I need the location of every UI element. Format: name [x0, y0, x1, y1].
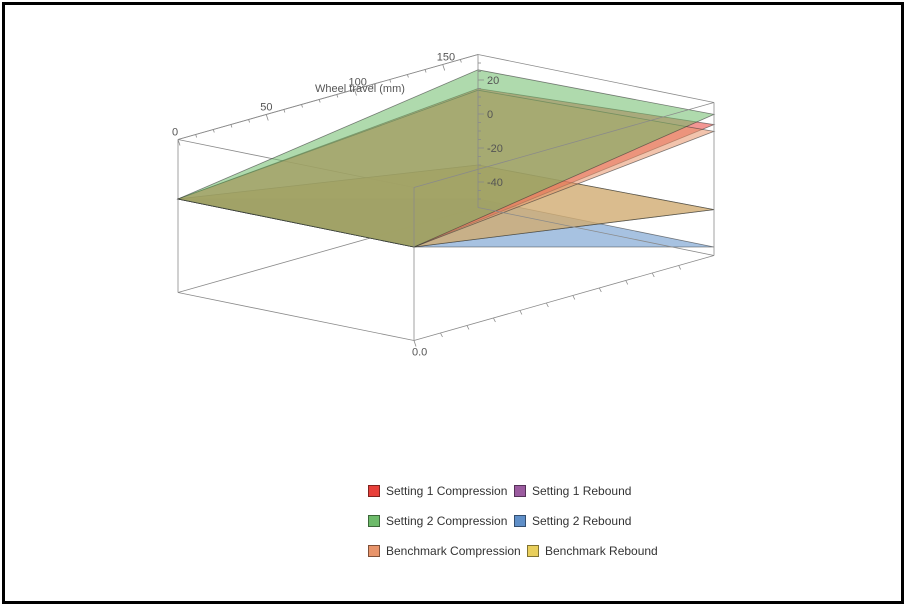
- legend-swatch: [368, 515, 380, 527]
- z-tick-label: -40: [487, 177, 503, 189]
- legend-item-setting1-compression: Setting 1 Compression: [368, 484, 507, 498]
- y-axis-minor-tick: [545, 302, 549, 308]
- box-edge: [477, 207, 715, 256]
- z-tick-label: 20: [487, 75, 499, 87]
- y-axis-minor-tick: [625, 280, 629, 285]
- box-edge: [177, 292, 415, 341]
- box-edge: [413, 102, 715, 188]
- x-axis-minor-tick: [389, 79, 392, 83]
- legend-label: Setting 1 Rebound: [532, 484, 632, 498]
- surfaces: [176, 69, 716, 248]
- x-tick-label: 100: [348, 77, 366, 89]
- legend-swatch: [514, 485, 526, 497]
- y-axis-minor-tick: [651, 272, 655, 278]
- z-tick-label: 0: [487, 109, 493, 121]
- x-axis-minor-tick: [248, 119, 250, 123]
- legend-label: Benchmark Compression: [386, 544, 521, 558]
- x-axis-minor-tick: [301, 104, 303, 108]
- y-axis-minor-tick: [493, 317, 496, 323]
- box-edge: [477, 54, 715, 103]
- legend-label: Setting 2 Compression: [386, 514, 508, 528]
- axes: 0 50 100 150 Wheel travel (mm) 20 0 -20 -40 0.0: [172, 52, 682, 359]
- y-axis-minor-tick: [678, 265, 682, 270]
- legend-label: Benchmark Rebound: [545, 544, 658, 558]
- x-axis-minor-tick: [195, 134, 198, 138]
- x-axis-tick: [265, 114, 269, 121]
- x-axis-title: Wheel travel (mm): [315, 83, 405, 95]
- y-axis-minor-tick: [519, 310, 523, 315]
- legend-item-setting2-rebound: Setting 2 Rebound: [514, 514, 631, 528]
- x-axis-minor-tick: [459, 59, 462, 63]
- x-axis-minor-tick: [283, 109, 286, 113]
- legend-item-benchmark-rebound: Benchmark Rebound: [527, 544, 658, 558]
- y-axis-minor-tick: [440, 332, 443, 338]
- y-axis-minor-tick: [598, 287, 602, 293]
- y-axis-tick: [413, 340, 417, 347]
- z-tick-label: -20: [487, 143, 503, 155]
- x-axis-minor-tick: [212, 129, 215, 133]
- x-tick-label: 150: [437, 52, 455, 64]
- box-edge: [177, 54, 479, 140]
- legend-item-setting2-compression: Setting 2 Compression: [368, 514, 507, 528]
- x-axis-tick: [442, 64, 446, 71]
- y-axis-minor-tick: [572, 295, 576, 300]
- legend-item-setting1-rebound: Setting 1 Rebound: [514, 484, 631, 498]
- x-axis-minor-tick: [318, 99, 321, 103]
- legend-swatch: [368, 545, 380, 557]
- box-edge: [413, 255, 715, 341]
- x-axis-tick: [354, 89, 357, 96]
- x-axis-minor-tick: [407, 74, 409, 78]
- legend-label: Setting 1 Compression: [386, 484, 508, 498]
- y-tick-label: 0.0: [412, 347, 427, 359]
- x-axis-minor-tick: [424, 69, 427, 73]
- legend-swatch: [527, 545, 539, 557]
- x-tick-label: 0: [172, 127, 178, 139]
- legend-label: Setting 2 Rebound: [532, 514, 632, 528]
- legend-swatch: [514, 515, 526, 527]
- x-tick-label: 50: [260, 102, 272, 114]
- x-axis-minor-tick: [336, 94, 339, 98]
- legend-item-benchmark-compression: Benchmark Compression: [368, 544, 521, 558]
- y-axis-minor-tick: [466, 325, 470, 330]
- x-axis-minor-tick: [371, 84, 374, 88]
- legend-swatch: [368, 485, 380, 497]
- x-axis-minor-tick: [230, 124, 233, 128]
- x-axis-tick: [177, 139, 181, 146]
